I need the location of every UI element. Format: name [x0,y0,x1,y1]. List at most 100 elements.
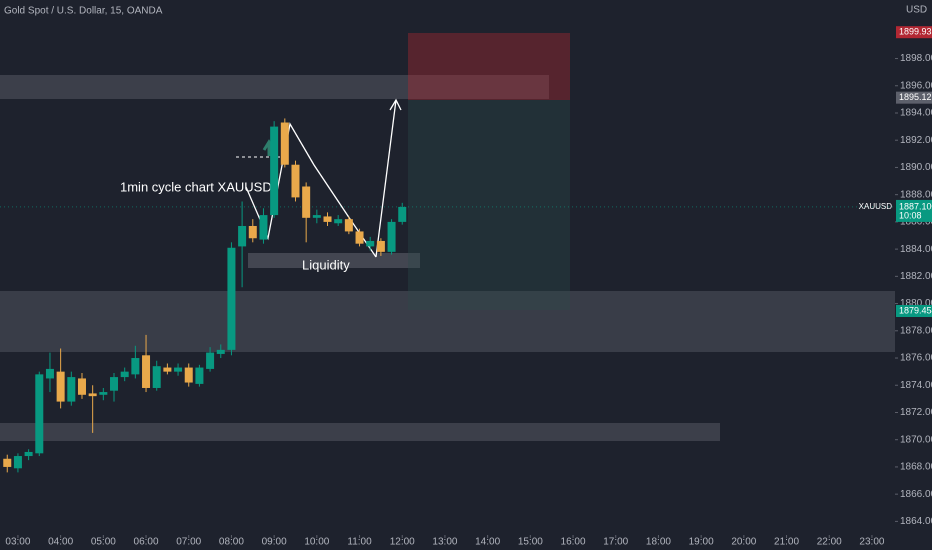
x-tick-label: 12:00 [390,537,415,548]
candle-body [238,225,247,247]
zone [0,291,895,352]
y-tick-label: 1872.000 [900,407,932,418]
candle-body [67,377,76,402]
annotation: Liquidity [302,257,350,272]
candle-body [259,215,268,240]
stop-box [408,33,570,100]
y-tick-label: 1864.000 [900,516,932,527]
currency: USD [906,5,927,16]
candle-body [387,221,396,252]
candle-body [142,355,151,388]
price-tag-label: 1899.935 [899,27,932,37]
candle-body [184,367,193,383]
y-tick-label: 1898.000 [900,53,932,64]
candle-body [3,458,12,467]
y-tick-label: 1882.000 [900,271,932,282]
candle-body [366,240,375,247]
candle-body [216,349,225,354]
y-tick-label: 1886.000 [900,217,932,228]
y-tick-label: 1888.000 [900,189,932,200]
y-tick-label: 1896.000 [900,80,932,91]
candle-body [120,371,129,378]
x-tick-label: 19:00 [689,537,714,548]
y-tick-label: 1868.000 [900,462,932,473]
candle-body [195,367,204,384]
dashed-path [289,123,351,220]
price-tag [896,91,932,104]
x-tick-label: 22:00 [817,537,842,548]
price-tag [896,26,932,39]
x-tick-label: 23:00 [859,537,884,548]
candle-body [45,368,54,379]
y-tick-label: 1884.000 [900,244,932,255]
candle-body [56,371,65,402]
target-box [408,100,570,310]
candle-body [302,186,311,218]
y-tick-label: 1892.000 [900,135,932,146]
candle-body [174,367,183,372]
candle-body [291,164,300,198]
candle-body [398,206,407,222]
x-tick-label: 06:00 [134,537,159,548]
x-tick-label: 04:00 [48,537,73,548]
y-tick-label: 1890.000 [900,162,932,173]
x-tick-label: 16:00 [561,537,586,548]
candle-body [312,215,321,218]
y-tick-label: 1878.000 [900,325,932,336]
y-tick-label: 1894.000 [900,108,932,119]
x-tick-label: 11:00 [347,537,372,548]
candle-body [227,247,236,350]
price-tag [896,305,932,318]
candle-body [376,240,385,252]
candle-body [206,352,215,369]
x-tick-label: 09:00 [262,537,287,548]
candle-body [355,231,364,244]
candle-body [35,374,44,454]
candle-body [323,216,332,222]
price-tag [896,199,932,222]
candle-body [77,378,86,395]
candle-body [163,367,172,372]
x-tick-label: 08:00 [219,537,244,548]
arrow [375,98,402,258]
y-tick-label: 1880.000 [900,298,932,309]
x-tick-label: 13:00 [432,537,457,548]
candle-body [131,358,140,375]
candle-body [270,126,279,216]
countdown: 10:08 [899,210,922,220]
price-tag-label: 1879.454 [899,305,932,315]
liquidity-zone [248,253,420,268]
candle-body [99,392,108,395]
candle-body [24,451,33,457]
candle-body [344,219,353,232]
y-tick-label: 1874.000 [900,380,932,391]
zone [0,75,549,99]
candle-body [110,377,119,391]
y-tick-label: 1876.000 [900,353,932,364]
candle-body [334,219,343,224]
candle-body [152,366,161,388]
candle-body [13,456,22,469]
candle-body [280,122,289,165]
chart-title: Gold Spot / U.S. Dollar, 15, OANDA [4,6,163,17]
price-tag-label: 1887.100 [899,201,932,211]
candle-body [248,225,257,239]
zone [0,423,720,441]
x-tick-label: 21:00 [774,537,799,548]
x-tick-label: 20:00 [731,537,756,548]
x-tick-label: 03:00 [5,537,30,548]
x-tick-label: 15:00 [518,537,543,548]
x-tick-label: 10:00 [304,537,329,548]
x-tick-label: 07:00 [176,537,201,548]
x-tick-label: 17:00 [603,537,628,548]
y-tick-label: 1870.000 [900,434,932,445]
annotation: 1min cycle chart XAUUSD [120,179,272,194]
x-tick-label: 14:00 [475,537,500,548]
y-tick-label: 1866.000 [900,489,932,500]
price-tag-label: 1895.126 [899,92,932,102]
x-tick-label: 18:00 [646,537,671,548]
x-tick-label: 05:00 [91,537,116,548]
candle-body [88,393,97,397]
symbol-tag: XAUUSD [859,202,893,211]
